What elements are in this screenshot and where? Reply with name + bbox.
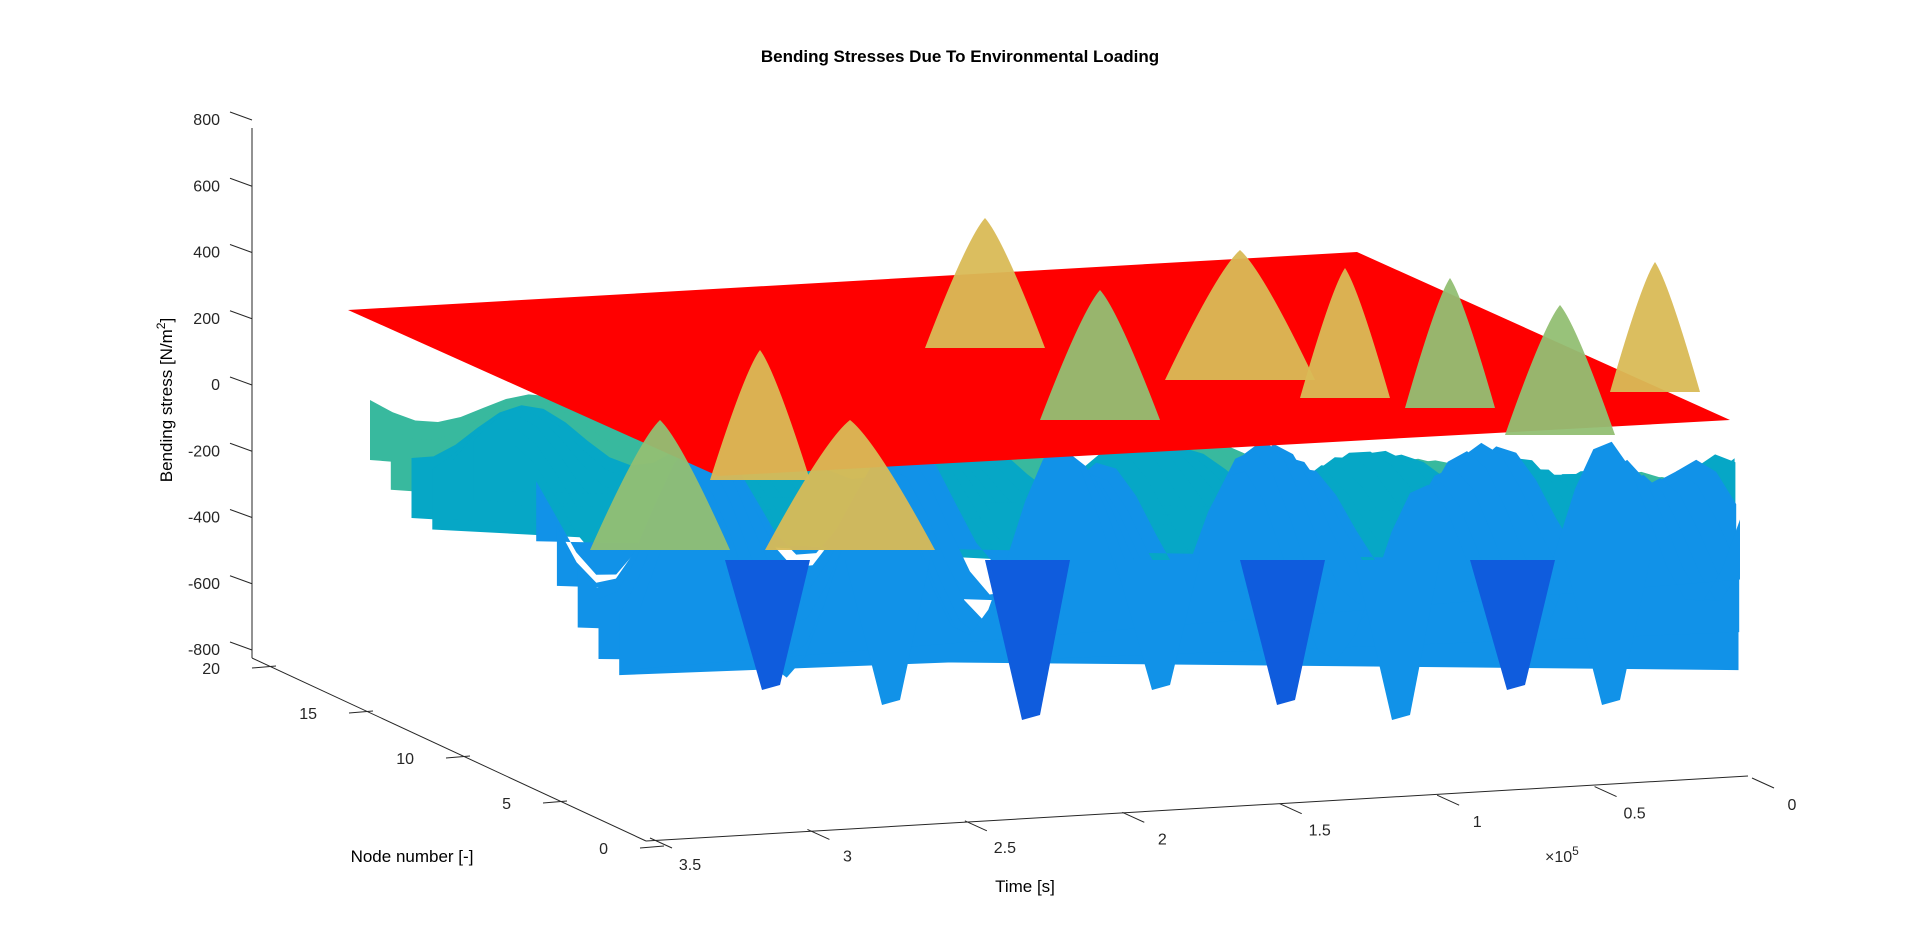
z-tick-mark	[229, 111, 253, 121]
z-tick-mark	[229, 442, 253, 452]
x-tick-mark	[649, 837, 673, 849]
y-tick-label: 20	[202, 661, 220, 678]
x-tick-label: 2.5	[994, 840, 1016, 857]
x-exponent-base: ×10	[1545, 849, 1572, 866]
y-tick-mark	[251, 665, 277, 669]
surface-valley	[1355, 560, 1440, 720]
x-tick-mark	[1436, 794, 1460, 806]
z-axis-label: Bending stress [N/m2]	[154, 318, 176, 482]
x-exponent-power: 5	[1572, 844, 1579, 858]
y-tick-label: 5	[502, 796, 511, 813]
surface-valley	[985, 560, 1070, 720]
surface-valley	[1470, 560, 1555, 690]
surface-peak	[590, 420, 730, 550]
threshold-plane	[348, 252, 1730, 476]
z-tick-mark	[229, 641, 253, 651]
y-tick-label: 15	[299, 706, 317, 723]
z-tick-mark	[229, 376, 253, 386]
y-ticks: 0 5 10 15 20	[202, 661, 665, 858]
z-axis-label-sup: 2	[154, 322, 168, 329]
surface-peak	[1505, 305, 1615, 435]
y-axis-line	[251, 657, 647, 842]
y-tick-mark	[639, 845, 665, 849]
x-axis-label: Time [s]	[995, 877, 1055, 896]
axes-frame	[251, 128, 1749, 842]
z-tick-mark	[229, 575, 253, 585]
z-tick-label: -200	[188, 443, 220, 460]
surface-peak	[925, 218, 1045, 348]
z-tick-label: -400	[188, 510, 220, 527]
x-tick-mark	[1279, 803, 1302, 815]
x-tick-label: 0	[1788, 797, 1797, 814]
z-tick-mark	[229, 509, 253, 518]
surface-peaks	[590, 218, 1700, 550]
x-tick-label: 2	[1158, 831, 1167, 848]
surface-valley	[1565, 560, 1650, 705]
x-tick-mark	[1122, 811, 1145, 823]
y-tick-label: 10	[396, 751, 414, 768]
z-tick-mark	[229, 310, 253, 320]
surface-valley	[845, 560, 930, 705]
x-tick-label: 0.5	[1623, 806, 1645, 823]
z-tick-label: 600	[193, 178, 220, 195]
z-tick-label: -600	[188, 576, 220, 593]
surface-peak	[1300, 268, 1390, 398]
z-tick-label: 400	[193, 245, 220, 262]
x-tick-mark	[807, 828, 830, 840]
z-ticks: 800 600 400 200 0 -200 -400 -600 -800	[188, 111, 253, 659]
surface-peak	[1405, 278, 1495, 408]
z-tick-label: 200	[193, 311, 220, 328]
x-exponent-label: ×105	[1545, 844, 1579, 866]
z-tick-mark	[229, 244, 253, 253]
surface-peak	[710, 350, 810, 480]
stress-surface	[370, 394, 1740, 720]
x-tick-label: 1	[1473, 814, 1482, 831]
y-axis-label: Node number [-]	[351, 847, 474, 866]
surface-valley	[1240, 560, 1325, 705]
surface-peak	[1610, 262, 1700, 392]
x-tick-mark	[964, 820, 988, 832]
x-tick-label: 3.5	[679, 857, 701, 874]
surface-valley	[1115, 560, 1200, 690]
surface-peak	[1040, 290, 1160, 420]
z-tick-mark	[229, 177, 253, 187]
surface-peak	[1165, 250, 1315, 380]
x-axis-line	[645, 775, 1749, 842]
y-tick-mark	[348, 710, 374, 714]
surface-peak	[765, 420, 935, 550]
y-tick-label: 0	[599, 841, 608, 858]
y-tick-mark	[445, 755, 471, 759]
surface-valley	[725, 560, 810, 690]
z-axis-label-suffix: ]	[157, 318, 176, 323]
z-axis-label-main: Bending stress [N/m	[157, 329, 176, 482]
chart-title: Bending Stresses Due To Environmental Lo…	[761, 47, 1159, 66]
y-tick-mark	[542, 800, 568, 804]
z-tick-label: 0	[211, 377, 220, 394]
x-tick-mark	[1751, 777, 1775, 789]
x-tick-label: 1.5	[1309, 823, 1331, 840]
x-tick-mark	[1594, 786, 1617, 798]
x-ticks: 3.5 3 2.5 2 1.5 1 0.5 0	[649, 777, 1797, 874]
z-tick-label: 800	[193, 112, 220, 129]
z-tick-label: -800	[188, 642, 220, 659]
x-tick-label: 3	[843, 848, 852, 865]
